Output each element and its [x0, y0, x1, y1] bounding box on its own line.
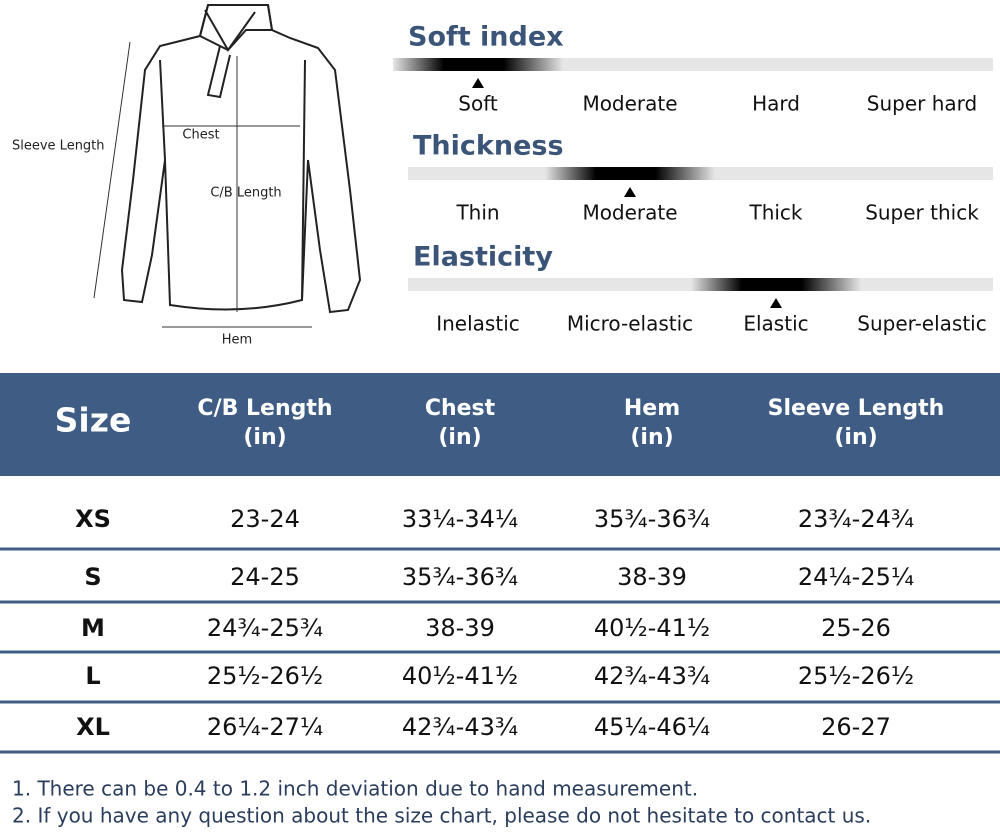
row-separator	[0, 700, 1000, 704]
row-separator	[0, 600, 1000, 604]
scale-option: Elastic	[743, 312, 808, 336]
table-cell: 33¼-34¼	[402, 505, 518, 533]
scale-option: Thick	[748, 201, 802, 225]
scale-spot	[691, 278, 861, 291]
table-cell: 35¾-36¾	[402, 563, 518, 591]
sleeve-label: Sleeve Length	[12, 139, 105, 154]
header-cell: Sleeve Length	[768, 396, 945, 421]
table-cell: XS	[75, 505, 111, 533]
scale-option: Thin	[455, 201, 499, 225]
table-cell: 24¾-25¾	[207, 614, 323, 642]
scale-arrow	[624, 187, 636, 197]
header-cell: Size	[55, 401, 132, 440]
header-cell: Hem	[624, 396, 680, 421]
scale-arrow	[472, 78, 484, 88]
table-cell: 24¼-25¼	[798, 563, 914, 591]
scale-option: Moderate	[582, 92, 677, 116]
header-cell: (in)	[630, 425, 673, 450]
table-cell: 38-39	[425, 614, 495, 642]
table-cell: 26¼-27¼	[207, 713, 323, 741]
scale-option: Soft	[458, 92, 498, 116]
table-cell: S	[84, 563, 101, 591]
scale-arrow	[770, 298, 782, 308]
scale-option: Inelastic	[436, 312, 520, 336]
table-cell: 40½-41½	[594, 614, 710, 642]
scale-option: Hard	[752, 92, 800, 116]
scale-spot	[393, 58, 563, 71]
table-cell: 24-25	[230, 563, 300, 591]
hem-label: Hem	[222, 333, 252, 348]
table-cell: 42¾-43¾	[402, 713, 518, 741]
note: 1. There can be 0.4 to 1.2 inch deviatio…	[12, 777, 698, 801]
header-cell: (in)	[243, 425, 286, 450]
table-cell: 40½-41½	[402, 662, 518, 690]
note: 2. If you have any question about the si…	[12, 804, 871, 828]
table-cell: 25½-26½	[798, 662, 914, 690]
table-cell: M	[81, 614, 105, 642]
header-cell: Chest	[425, 396, 496, 421]
table-cell: L	[85, 662, 100, 690]
table-cell: 45¼-46¼	[594, 713, 710, 741]
cb-length-label: C/B Length	[210, 186, 281, 201]
chest-label: Chest	[182, 128, 219, 143]
scale-option: Micro-elastic	[567, 312, 693, 336]
table-cell: XL	[76, 713, 110, 741]
table-cell: 25½-26½	[207, 662, 323, 690]
table-cell: 26-27	[821, 713, 891, 741]
scale-spot	[545, 167, 715, 180]
header-cell: (in)	[834, 425, 877, 450]
row-separator	[0, 547, 1000, 551]
scale-title: Thickness	[413, 131, 564, 162]
table-cell: 42¾-43¾	[594, 662, 710, 690]
shirt-drawing	[120, 4, 362, 314]
scale-title: Elasticity	[413, 242, 553, 273]
row-separator	[0, 750, 1000, 754]
table-cell: 25-26	[821, 614, 891, 642]
scale-option: Super thick	[865, 201, 979, 225]
table-header-band	[0, 373, 1000, 476]
measure-lines	[93, 41, 312, 328]
table-cell: 23-24	[230, 505, 300, 533]
scale-option: Super hard	[867, 92, 977, 116]
row-separator	[0, 650, 1000, 654]
header-cell: C/B Length	[197, 396, 332, 421]
table-cell: 38-39	[617, 563, 687, 591]
table-cell: 35¾-36¾	[594, 505, 710, 533]
scale-title: Soft index	[408, 22, 564, 53]
scale-option: Moderate	[582, 201, 677, 225]
scale-option: Super-elastic	[857, 312, 986, 336]
header-cell: (in)	[438, 425, 481, 450]
table-cell: 23¾-24¾	[798, 505, 914, 533]
